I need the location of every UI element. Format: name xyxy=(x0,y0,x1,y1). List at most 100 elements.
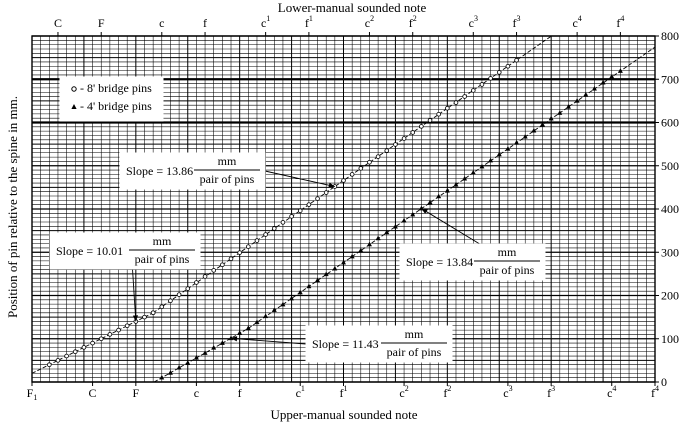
series-guide-line xyxy=(248,46,656,329)
annotation-box xyxy=(49,232,201,270)
data-point-4ft xyxy=(392,223,398,229)
data-point-4ft xyxy=(332,265,338,271)
bottom-axis-tick-label: c1 xyxy=(296,384,305,400)
annotation-leader-line xyxy=(264,170,335,187)
data-point-8ft xyxy=(289,214,294,219)
data-point-4ft xyxy=(427,199,433,205)
data-point-8ft xyxy=(427,118,433,123)
data-point-8ft xyxy=(55,358,61,363)
top-axis-tick-label: c4 xyxy=(572,14,581,30)
data-point-4ft xyxy=(263,313,269,319)
data-point-4ft xyxy=(167,370,173,375)
data-point-4ft xyxy=(583,92,589,97)
data-point-8ft xyxy=(358,166,364,171)
data-point-4ft xyxy=(514,140,520,145)
bottom-axis-tick-label: c2 xyxy=(399,384,408,400)
annotation-arrowhead xyxy=(328,182,335,188)
data-point-8ft xyxy=(90,340,95,346)
top-axis-tick-label: c3 xyxy=(469,14,478,30)
data-point-8ft xyxy=(116,327,121,333)
data-point-4ft xyxy=(254,319,260,325)
data-point-8ft xyxy=(453,100,459,105)
legend-box xyxy=(59,76,164,122)
data-point-4ft xyxy=(193,354,199,360)
data-point-4ft xyxy=(557,110,563,115)
data-point-8ft xyxy=(176,292,182,297)
slope-annotation: Slope = 10.01 mm pair of pins xyxy=(49,232,201,322)
data-point-8ft xyxy=(168,298,173,303)
data-point-8ft xyxy=(367,159,372,165)
data-point-8ft xyxy=(462,94,467,99)
annotations-layer: Slope = 13.86 mm pair of pins Slope = 10.01… xyxy=(49,76,546,363)
data-point-8ft xyxy=(150,310,156,316)
annotation-unit-denominator: pair of pins xyxy=(200,172,255,186)
data-point-4ft xyxy=(444,188,450,193)
data-point-8ft xyxy=(401,136,407,141)
data-point-4ft xyxy=(323,271,329,277)
data-point-4ft xyxy=(384,229,390,235)
annotation-box xyxy=(119,152,266,190)
data-point-8ft xyxy=(72,349,78,355)
data-point-4ft xyxy=(453,181,459,187)
annotation-unit-numerator: mm xyxy=(405,327,424,341)
annotation-unit-numerator: mm xyxy=(218,154,237,168)
data-point-8ft xyxy=(47,362,52,368)
bottom-axis-tick-label: f xyxy=(238,386,242,400)
data-point-8ft xyxy=(323,190,329,195)
data-point-8ft xyxy=(306,202,312,207)
bottom-axis-tick-label: f2 xyxy=(443,384,451,400)
slope-annotation: Slope = 13.84 mm pair of pins xyxy=(399,208,546,281)
legend-marker-triangle xyxy=(71,104,77,109)
top-axis-tick-label: c2 xyxy=(365,14,374,30)
data-point-4ft xyxy=(531,127,537,133)
data-point-8ft xyxy=(185,286,191,291)
y-axis-tick-label: 600 xyxy=(661,116,679,130)
data-point-8ft xyxy=(496,70,502,75)
top-axis-tick-label: f xyxy=(203,16,207,30)
data-point-8ft xyxy=(315,196,320,201)
data-point-4ft xyxy=(306,283,312,289)
data-point-8ft xyxy=(393,142,398,147)
data-point-8ft xyxy=(142,314,147,320)
top-axis-tick-label: f3 xyxy=(513,14,521,30)
y-axis-tick-label: 100 xyxy=(661,332,679,346)
data-point-4ft xyxy=(479,163,485,169)
annotation-slope-text: Slope = 13.86 xyxy=(126,164,193,178)
data-point-4ft xyxy=(548,115,554,121)
data-point-8ft xyxy=(81,345,87,350)
data-point-4ft xyxy=(185,360,191,365)
data-point-4ft xyxy=(159,374,165,380)
data-point-4ft xyxy=(609,73,615,79)
data-point-8ft xyxy=(375,154,381,159)
y-axis-title: Position of pin relative to the spine in… xyxy=(5,96,20,318)
data-point-8ft xyxy=(384,148,390,153)
annotation-slope-text: Slope = 13.84 xyxy=(406,255,473,269)
annotation-slope-text: Slope = 11.43 xyxy=(312,337,379,351)
data-point-8ft xyxy=(237,250,242,255)
bottom-axis-title: Upper-manual sounded note xyxy=(270,407,417,422)
annotation-arrowhead xyxy=(421,208,428,214)
legend: - 8' bridge pins - 4' bridge pins xyxy=(59,76,164,122)
legend-marker-circle xyxy=(71,86,77,92)
legend-label: - 4' bridge pins xyxy=(80,99,152,113)
slope-annotation: Slope = 13.86 mm pair of pins xyxy=(119,152,335,190)
data-point-8ft xyxy=(98,336,104,342)
bottom-axis-tick-label: f1 xyxy=(340,384,348,400)
annotation-leader-line xyxy=(132,268,137,322)
data-point-8ft xyxy=(470,88,476,93)
annotation-box xyxy=(305,325,453,363)
data-point-8ft xyxy=(254,238,260,243)
data-point-4ft xyxy=(410,211,416,217)
data-point-4ft xyxy=(237,330,243,335)
data-point-4ft xyxy=(202,350,208,355)
data-point-8ft xyxy=(280,220,286,225)
annotation-leader-line xyxy=(230,337,307,345)
bottom-axis-tick-label: F xyxy=(132,386,139,400)
data-point-4ft xyxy=(289,295,295,301)
bottom-axis-tick-label: c3 xyxy=(503,384,512,400)
slope-annotation: Slope = 11.43 mm pair of pins xyxy=(230,325,453,363)
annotation-unit-denominator: pair of pins xyxy=(480,263,535,277)
data-point-8ft xyxy=(220,262,225,268)
y-axis-tick-label: 500 xyxy=(661,159,679,173)
